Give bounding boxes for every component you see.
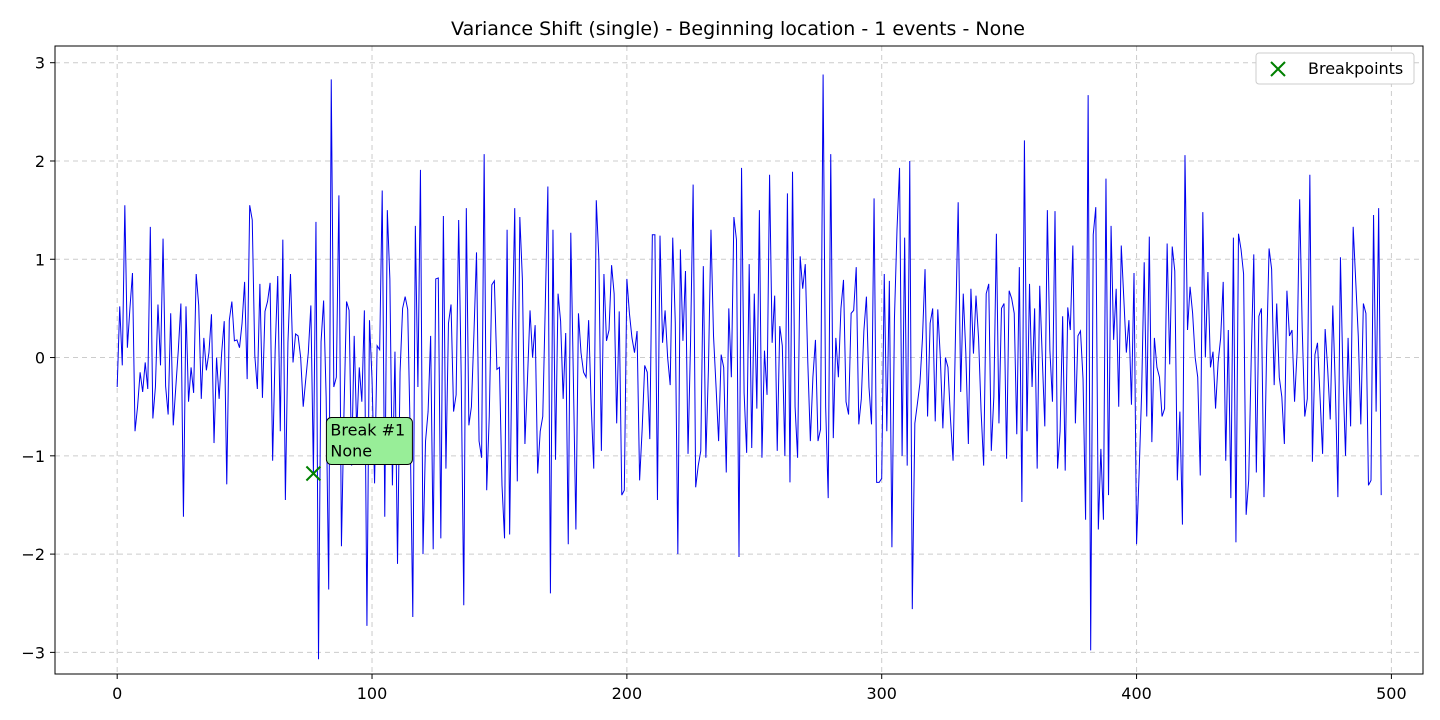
y-tick-label: 1	[35, 250, 45, 269]
legend: Breakpoints	[1255, 52, 1415, 85]
legend-label: Breakpoints	[1308, 59, 1403, 78]
y-tick-label: −2	[21, 545, 45, 564]
y-tick-label: 2	[35, 152, 45, 171]
chart-title: Variance Shift (single) - Beginning loca…	[451, 18, 1025, 40]
y-tick-label: −3	[21, 643, 45, 662]
x-tick-label: 0	[112, 684, 122, 703]
series-line	[116, 74, 1382, 660]
breakpoint-annotation-box	[325, 417, 413, 466]
legend-marker-x-icon	[1270, 61, 1286, 77]
x-axis: 0 100 200 300 400 500	[112, 674, 1407, 703]
y-axis: −3 −2 −1 0 1 2 3	[21, 54, 55, 662]
breakpoint-marker-stroke	[305, 465, 322, 482]
x-tick-label: 200	[612, 684, 643, 703]
legend-box	[1255, 52, 1415, 85]
y-tick-label: 0	[35, 349, 45, 368]
breakpoint-marker-x-icon	[305, 465, 322, 482]
x-tick-label: 400	[1121, 684, 1152, 703]
legend-marker-stroke-2	[1270, 61, 1286, 77]
plot-background	[55, 46, 1423, 674]
plot-frame	[54, 45, 1424, 675]
x-tick-label: 500	[1376, 684, 1407, 703]
x-tick-label: 300	[866, 684, 897, 703]
breakpoint-annotation-value: None	[330, 442, 372, 461]
y-tick-label: −1	[21, 447, 45, 466]
y-tick-label: 3	[35, 54, 45, 73]
series-layer	[116, 74, 1382, 660]
plot-area: Break #1 None	[54, 45, 1424, 675]
breakpoint-layer: Break #1 None	[305, 417, 413, 482]
breakpoint-annotation-title: Break #1	[330, 421, 405, 440]
x-tick-label: 100	[357, 684, 388, 703]
